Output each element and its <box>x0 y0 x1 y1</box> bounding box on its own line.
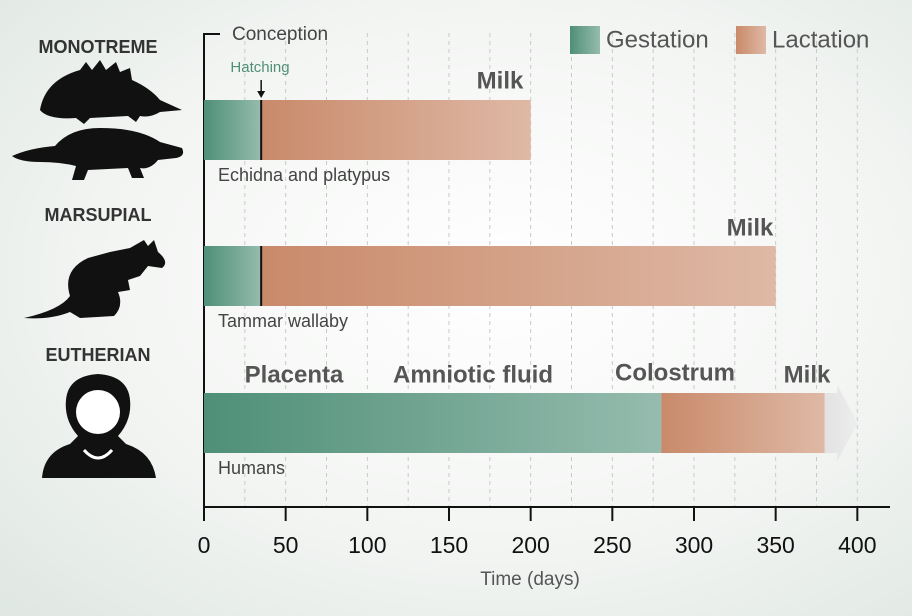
x-tick-label: 150 <box>430 532 468 558</box>
annotation: Hatching <box>230 59 289 76</box>
x-tick-label: 0 <box>198 532 211 558</box>
x-tick-label: 250 <box>593 532 631 558</box>
echidna-icon <box>40 60 182 124</box>
bar-shine <box>824 385 858 461</box>
bar-shine <box>204 393 662 453</box>
annotation: Placenta <box>245 361 344 388</box>
x-tick-label: 50 <box>273 532 299 558</box>
x-tick-label: 400 <box>838 532 876 558</box>
bar-shine <box>661 393 825 453</box>
annotation: Milk <box>784 361 831 388</box>
human-collar <box>82 448 114 460</box>
legend-shine <box>736 26 766 54</box>
annotation: Conception <box>232 24 328 45</box>
annotation: Milk <box>727 214 774 241</box>
platypus-icon <box>12 128 184 180</box>
human-face <box>76 390 120 434</box>
bar-shine <box>261 246 776 306</box>
group-label: MARSUPIAL <box>45 205 152 225</box>
category-label: Humans <box>218 458 285 478</box>
bar-shine <box>204 246 262 306</box>
x-axis-title: Time (days) <box>480 569 580 590</box>
bar-shine <box>204 100 262 160</box>
category-label: Tammar wallaby <box>218 311 348 331</box>
x-tick-label: 350 <box>756 532 794 558</box>
bar-shine <box>261 100 531 160</box>
category-label: Echidna and platypus <box>218 165 390 185</box>
x-tick-label: 200 <box>511 532 549 558</box>
wallaby-icon <box>24 240 166 319</box>
annotation: Amniotic fluid <box>393 361 553 388</box>
group-label: MONOTREME <box>39 37 158 57</box>
x-tick-label: 100 <box>348 532 386 558</box>
hatching-arrowhead <box>257 91 266 98</box>
segment-label: Colostrum <box>615 359 735 386</box>
legend-label: Lactation <box>772 26 869 53</box>
legend-label: Gestation <box>606 26 709 53</box>
group-label: EUTHERIAN <box>45 345 150 365</box>
annotation: Milk <box>477 67 524 94</box>
legend-shine <box>570 26 600 54</box>
x-tick-label: 300 <box>675 532 713 558</box>
